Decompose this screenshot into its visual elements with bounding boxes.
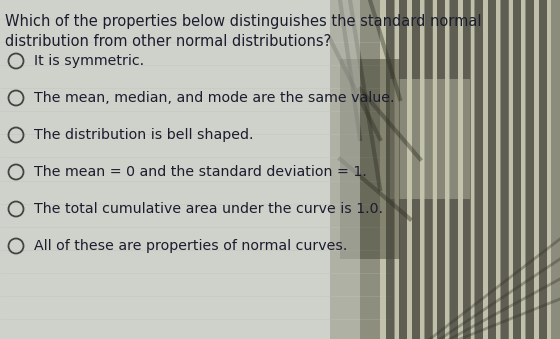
Bar [450, 0, 458, 339]
Bar [508, 0, 513, 339]
Bar [340, 59, 400, 259]
Bar [420, 0, 424, 339]
Bar [0, 0, 360, 339]
Text: All of these are properties of normal curves.: All of these are properties of normal cu… [34, 239, 347, 253]
Bar [0, 0, 390, 339]
Text: The distribution is bell shaped.: The distribution is bell shaped. [34, 128, 254, 142]
Bar [526, 0, 534, 339]
Bar [425, 0, 433, 339]
Bar [470, 0, 474, 339]
Bar [488, 0, 496, 339]
Bar [390, 79, 470, 199]
Text: distribution from other normal distributions?: distribution from other normal distribut… [5, 34, 332, 49]
Bar [521, 0, 525, 339]
Bar [539, 0, 547, 339]
Bar [501, 0, 509, 339]
Text: It is symmetric.: It is symmetric. [34, 54, 144, 68]
Text: The total cumulative area under the curve is 1.0.: The total cumulative area under the curv… [34, 202, 383, 216]
Bar [412, 0, 420, 339]
Bar [458, 0, 463, 339]
Bar [513, 0, 521, 339]
Bar [534, 0, 539, 339]
Bar [380, 0, 386, 339]
Bar [547, 0, 551, 339]
Bar [407, 0, 412, 339]
Text: The mean, median, and mode are the same value.: The mean, median, and mode are the same … [34, 91, 394, 105]
Bar [483, 0, 488, 339]
Bar [330, 0, 560, 339]
Bar [463, 0, 471, 339]
Bar [399, 0, 407, 339]
Bar [475, 0, 483, 339]
Text: Which of the properties below distinguishes the standard normal: Which of the properties below distinguis… [5, 14, 482, 29]
Bar [432, 0, 437, 339]
Bar [496, 0, 500, 339]
Text: The mean = 0 and the standard deviation = 1.: The mean = 0 and the standard deviation … [34, 165, 367, 179]
Bar [445, 0, 449, 339]
Bar [386, 0, 394, 339]
Bar [437, 0, 445, 339]
Bar [395, 0, 399, 339]
